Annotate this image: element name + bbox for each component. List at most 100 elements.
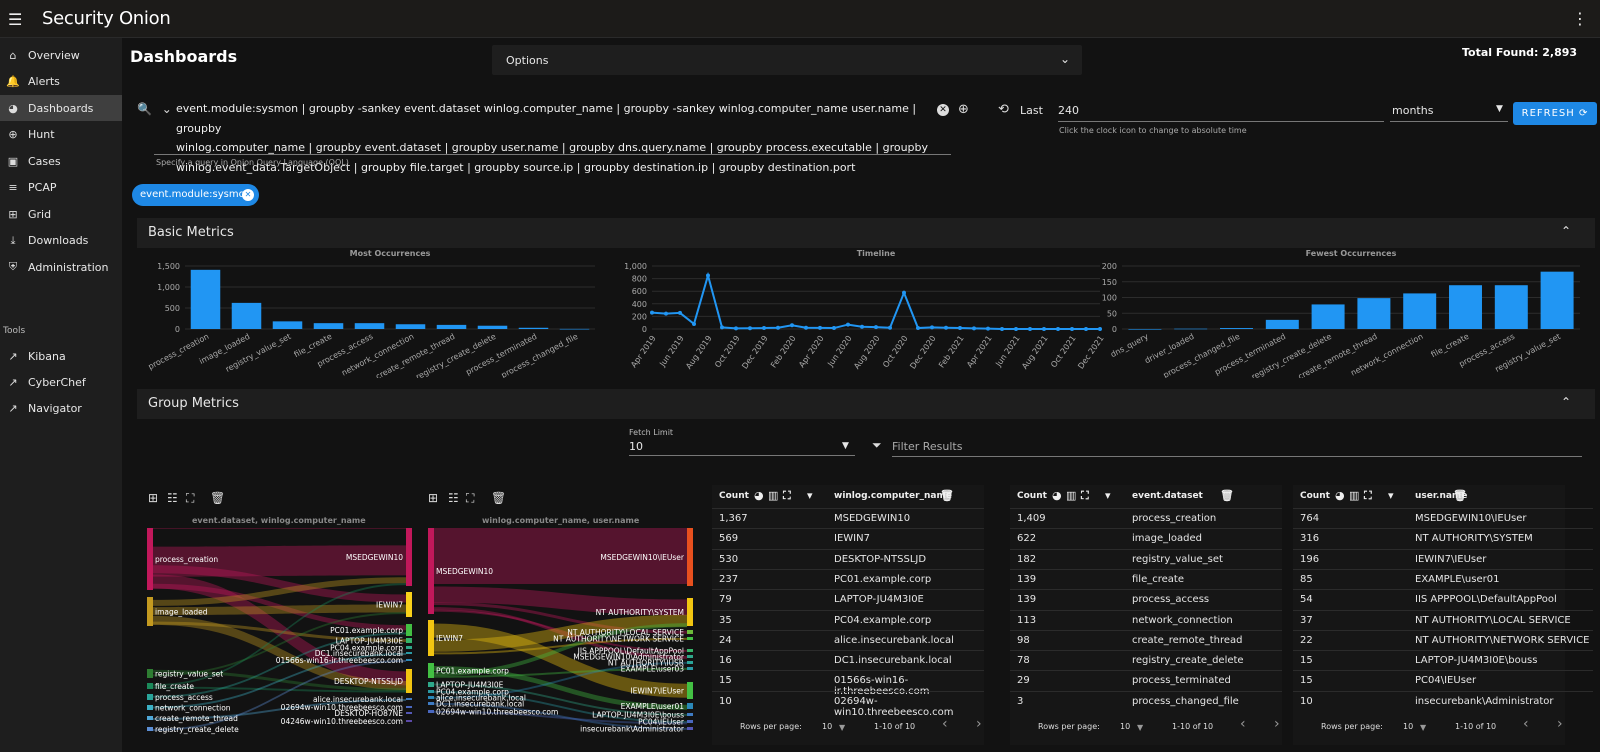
row-value[interactable]: registry_create_delete (1132, 655, 1244, 667)
row-value[interactable]: IEWIN7 (834, 533, 870, 545)
row-value[interactable]: EXAMPLE\user01 (1415, 573, 1500, 585)
count-column-header[interactable]: Count (1300, 491, 1330, 501)
fullscreen-icon[interactable]: ⛶ (1364, 489, 1372, 502)
filter-results-input[interactable]: Filter Results (892, 440, 963, 453)
dropdown-arrow-icon[interactable]: ▼ (1420, 723, 1427, 732)
crosshairs-icon[interactable]: ⊕ (958, 102, 969, 117)
row-value[interactable]: PC01.example.corp (834, 573, 932, 585)
row-value[interactable]: process_terminated (1132, 675, 1231, 687)
table-row[interactable]: 10 02694w-win10.threebeesco.com (712, 690, 984, 718)
row-value[interactable]: PC04\IEUser (1415, 675, 1477, 687)
chevron-right-icon[interactable]: › (1274, 716, 1280, 732)
row-value[interactable]: NT AUTHORITY\LOCAL SERVICE (1415, 614, 1571, 626)
row-value[interactable]: process_changed_file (1132, 695, 1239, 707)
table-row[interactable]: 98 create_remote_thread (1010, 629, 1282, 650)
sidebar-item-cyberchef[interactable]: ↗ CyberChef (0, 369, 122, 395)
list-icon[interactable]: ☷ (167, 491, 178, 505)
row-value[interactable]: insecurebank\Administrator (1415, 695, 1554, 707)
row-value[interactable]: file_create (1132, 573, 1184, 585)
chevron-down-icon[interactable]: ▾ (1105, 489, 1111, 502)
table-row[interactable]: 237 PC01.example.corp (712, 568, 984, 589)
table-row[interactable]: 10 insecurebank\Administrator (1293, 690, 1593, 711)
dropdown-arrow-icon[interactable]: ▼ (1137, 723, 1144, 732)
options-expander[interactable]: Options ⌄ (492, 45, 1082, 75)
dropdown-arrow-icon[interactable]: ▼ (839, 723, 846, 732)
sidebar-item-downloads[interactable]: ⤓ Downloads (0, 228, 122, 254)
row-value[interactable]: process_access (1132, 594, 1210, 606)
table-row[interactable]: 85 EXAMPLE\user01 (1293, 568, 1593, 589)
table-row[interactable]: 530 DESKTOP-NTSSLJD (712, 548, 984, 569)
row-value[interactable]: 01566s-win16-ir.threebeesco.com (834, 675, 930, 698)
field-column-header[interactable]: winlog.computer_name (834, 491, 952, 501)
table-row[interactable]: 78 registry_create_delete (1010, 650, 1282, 670)
row-value[interactable]: LAPTOP-JU4M3I0E\bouss (1415, 655, 1538, 667)
table-row[interactable]: 54 IIS APPPOOL\DefaultAppPool (1293, 589, 1593, 609)
table-row[interactable]: 316 NT AUTHORITY\SYSTEM (1293, 528, 1593, 548)
table-icon[interactable]: ⊞ (148, 491, 159, 505)
table-row[interactable]: 15 01566s-win16-ir.threebeesco.com (712, 670, 984, 697)
table-row[interactable]: 113 network_connection (1010, 609, 1282, 630)
more-vert-icon[interactable]: ⋮ (1572, 9, 1588, 28)
chevron-up-icon[interactable]: ⌃ (1561, 395, 1572, 409)
sidebar-item-grid[interactable]: ⊞ Grid (0, 201, 122, 227)
chevron-left-icon[interactable]: ‹ (1240, 716, 1246, 732)
table-row[interactable]: 37 NT AUTHORITY\LOCAL SERVICE (1293, 609, 1593, 630)
table-row[interactable]: 24 alice.insecurebank.local (712, 629, 984, 650)
basic-metrics-header[interactable]: Basic Metrics ⌃ (137, 218, 1595, 248)
bar-chart-icon[interactable]: ▥ (1066, 489, 1077, 502)
menu-icon[interactable]: ☰ (8, 10, 23, 29)
sidebar-item-kibana[interactable]: ↗ Kibana (0, 343, 122, 369)
fullscreen-icon[interactable]: ⛶ (186, 491, 195, 505)
rows-per-page-select[interactable]: 10 (822, 722, 833, 731)
table-row[interactable]: 29 process_terminated (1010, 670, 1282, 690)
sidebar-item-alerts[interactable]: 🔔 Alerts (0, 69, 122, 95)
row-value[interactable]: 02694w-win10.threebeesco.com (834, 695, 954, 718)
delete-icon[interactable]: 🗑 (491, 491, 507, 505)
rows-per-page-select[interactable]: 10 (1403, 722, 1414, 731)
chevron-left-icon[interactable]: ‹ (942, 716, 948, 732)
row-value[interactable]: alice.insecurebank.local (834, 634, 954, 646)
bar-chart-icon[interactable]: ▥ (768, 489, 779, 502)
history-clock-icon[interactable]: ⟲ (998, 102, 1009, 117)
filter-chip[interactable]: event.module:sysmon ✕ (132, 184, 259, 206)
query-input[interactable]: event.module:sysmon | groupby -sankey ev… (176, 99, 941, 177)
dropdown-arrow-icon[interactable]: ▼ (1496, 104, 1503, 114)
refresh-button[interactable]: REFRESH ⟳ (1513, 102, 1597, 125)
row-value[interactable]: IEWIN7\IEUser (1415, 553, 1487, 565)
row-value[interactable]: LAPTOP-JU4M3I0E (834, 594, 924, 606)
field-column-header[interactable]: user.name (1415, 491, 1468, 501)
row-value[interactable]: image_loaded (1132, 533, 1203, 545)
chevron-left-icon[interactable]: ‹ (1523, 716, 1529, 732)
dropdown-arrow-icon[interactable]: ▼ (842, 441, 849, 451)
delete-icon[interactable]: 🗑 (1453, 489, 1467, 502)
sidebar-item-dashboards[interactable]: ◕ Dashboards (0, 95, 122, 121)
fullscreen-icon[interactable]: ⛶ (783, 489, 791, 502)
row-value[interactable]: IIS APPPOOL\DefaultAppPool (1415, 594, 1557, 606)
chevron-right-icon[interactable]: › (1557, 716, 1563, 732)
fetch-limit-select[interactable]: 10 (629, 440, 643, 453)
pie-chart-icon[interactable]: ◕ (754, 489, 764, 502)
table-icon[interactable]: ⊞ (428, 491, 439, 505)
relative-time-input[interactable]: 240 (1058, 104, 1079, 117)
fullscreen-icon[interactable]: ⛶ (1081, 489, 1089, 502)
chevron-down-icon[interactable]: ⌄ (161, 102, 172, 116)
pie-chart-icon[interactable]: ◕ (1052, 489, 1062, 502)
count-column-header[interactable]: Count (1017, 491, 1047, 501)
table-row[interactable]: 622 image_loaded (1010, 528, 1282, 548)
table-row[interactable]: 15 PC04\IEUser (1293, 670, 1593, 690)
row-value[interactable]: DC1.insecurebank.local (834, 655, 952, 667)
table-row[interactable]: 764 MSEDGEWIN10\IEUser (1293, 508, 1593, 528)
row-value[interactable]: DESKTOP-NTSSLJD (834, 553, 927, 565)
rows-per-page-select[interactable]: 10 (1120, 722, 1131, 731)
delete-icon[interactable]: 🗑 (940, 489, 954, 502)
table-row[interactable]: 16 DC1.insecurebank.local (712, 650, 984, 670)
row-value[interactable]: MSEDGEWIN10\IEUser (1415, 513, 1527, 524)
table-row[interactable]: 1,409 process_creation (1010, 508, 1282, 528)
row-value[interactable]: MSEDGEWIN10 (834, 513, 911, 524)
pie-chart-icon[interactable]: ◕ (1335, 489, 1345, 502)
clear-query-icon[interactable]: ✕ (937, 104, 949, 116)
bar-chart-icon[interactable]: ▥ (1349, 489, 1360, 502)
table-row[interactable]: 3 process_changed_file (1010, 690, 1282, 711)
table-row[interactable]: 569 IEWIN7 (712, 528, 984, 548)
group-metrics-header[interactable]: Group Metrics ⌃ (137, 389, 1595, 419)
